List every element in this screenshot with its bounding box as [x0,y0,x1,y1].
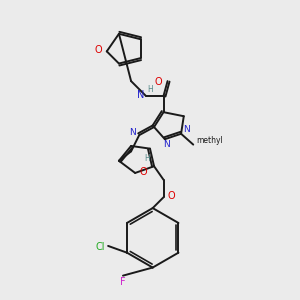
Text: O: O [154,77,162,87]
Text: O: O [95,45,103,55]
Text: N: N [137,90,144,100]
Text: N: N [129,128,136,137]
Text: H: H [144,154,150,163]
Text: F: F [120,278,126,287]
Text: N: N [163,140,169,149]
Text: Cl: Cl [95,242,105,252]
Text: O: O [140,167,147,177]
Text: methyl: methyl [196,136,223,145]
Text: N: N [183,125,190,134]
Text: H: H [147,85,153,94]
Text: O: O [168,191,176,201]
